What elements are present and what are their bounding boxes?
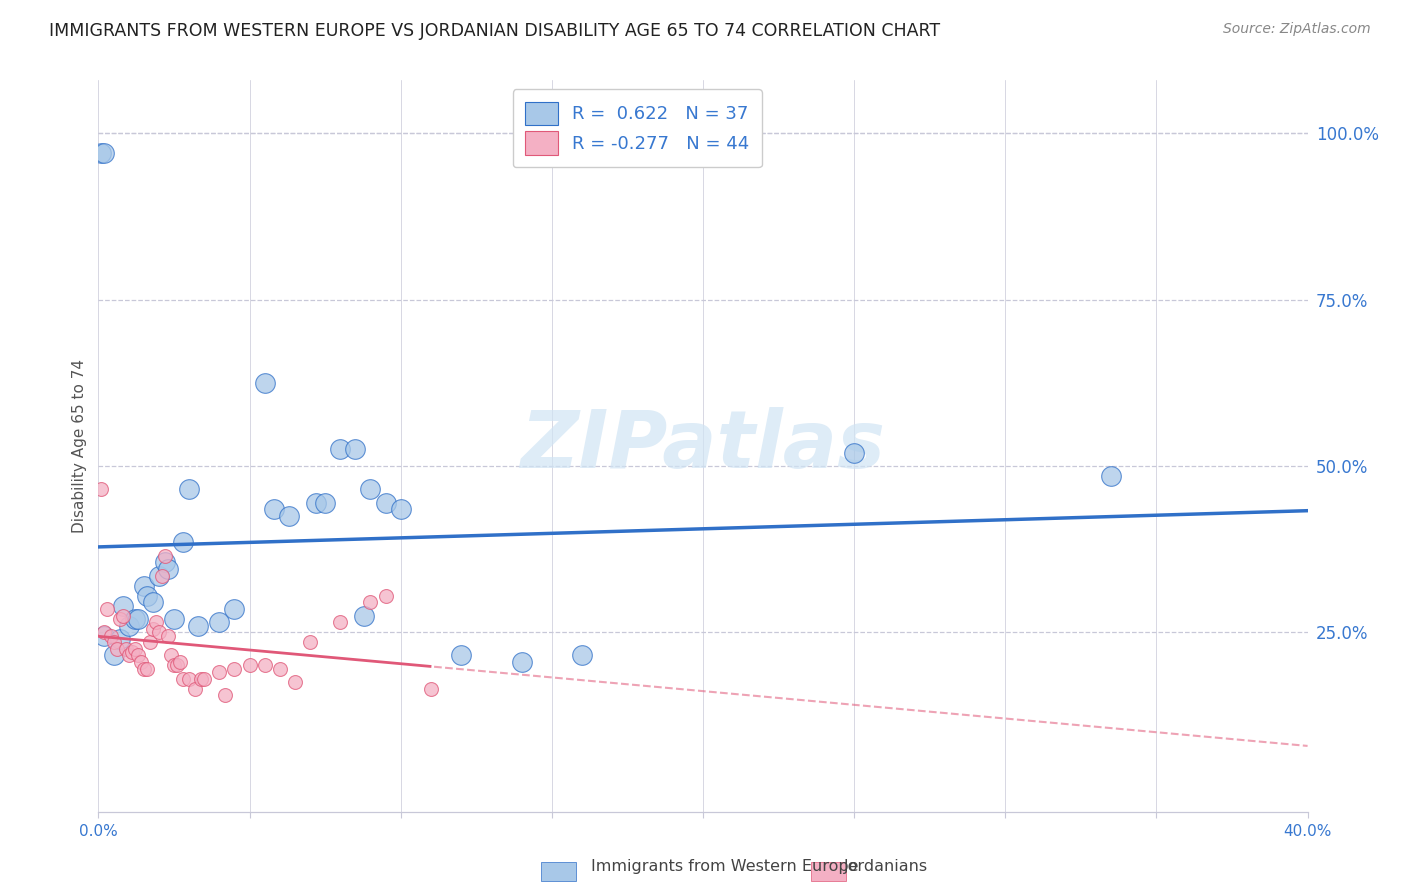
Point <box>284 675 307 690</box>
Point <box>145 615 167 630</box>
Point <box>224 662 246 676</box>
Point <box>150 568 173 582</box>
Point <box>420 681 443 696</box>
Point <box>132 579 155 593</box>
Point <box>127 612 149 626</box>
Point <box>142 595 165 609</box>
Point <box>100 628 122 642</box>
Point <box>111 608 134 623</box>
Point <box>214 689 236 703</box>
Point <box>329 615 352 630</box>
Point <box>208 665 231 679</box>
Point <box>153 549 176 563</box>
Point <box>190 672 212 686</box>
Point <box>108 612 131 626</box>
Point <box>329 442 352 457</box>
Point <box>344 442 367 457</box>
Point <box>360 482 382 496</box>
Point <box>269 662 291 676</box>
Point <box>103 635 125 649</box>
Point <box>148 625 170 640</box>
Point <box>93 625 115 640</box>
Point <box>124 641 146 656</box>
Point <box>179 672 201 686</box>
Y-axis label: Disability Age 65 to 74: Disability Age 65 to 74 <box>72 359 87 533</box>
Point <box>253 376 276 390</box>
Point <box>90 482 112 496</box>
Point <box>208 615 231 630</box>
Point <box>172 535 194 549</box>
Point <box>127 648 149 663</box>
Text: ZIPatlas: ZIPatlas <box>520 407 886 485</box>
Point <box>132 662 155 676</box>
Text: Immigrants from Western Europe: Immigrants from Western Europe <box>591 859 858 874</box>
Point <box>353 608 375 623</box>
Point <box>510 655 533 669</box>
Legend: R =  0.622   N = 37, R = -0.277   N = 44: R = 0.622 N = 37, R = -0.277 N = 44 <box>513 89 762 168</box>
Point <box>263 502 285 516</box>
Point <box>129 655 152 669</box>
Point <box>156 628 179 642</box>
Point <box>239 658 262 673</box>
Point <box>135 589 157 603</box>
Point <box>139 635 162 649</box>
Point <box>389 502 412 516</box>
Point <box>105 641 128 656</box>
Point <box>111 599 134 613</box>
Point <box>96 602 118 616</box>
Point <box>193 672 215 686</box>
Point <box>103 648 125 663</box>
Point <box>124 612 146 626</box>
Point <box>163 658 186 673</box>
Point <box>156 562 179 576</box>
Point <box>305 495 328 509</box>
Point <box>299 635 322 649</box>
Text: Jordanians: Jordanians <box>844 859 928 874</box>
Point <box>450 648 472 663</box>
Point <box>179 482 201 496</box>
Point <box>187 618 209 632</box>
Point <box>571 648 593 663</box>
Point <box>153 555 176 569</box>
Point <box>374 495 396 509</box>
Point <box>277 508 299 523</box>
Point <box>142 622 165 636</box>
Point <box>108 632 131 646</box>
Text: Source: ZipAtlas.com: Source: ZipAtlas.com <box>1223 22 1371 37</box>
Point <box>90 146 112 161</box>
Point <box>118 648 141 663</box>
Point <box>844 445 866 459</box>
Point <box>224 602 246 616</box>
Point <box>172 672 194 686</box>
Point <box>114 641 136 656</box>
Point <box>121 645 143 659</box>
Point <box>135 662 157 676</box>
Point <box>169 655 191 669</box>
Point <box>253 658 276 673</box>
Point <box>1099 469 1122 483</box>
Point <box>93 628 115 642</box>
Point <box>184 681 207 696</box>
Point <box>118 618 141 632</box>
Point <box>166 658 188 673</box>
Point <box>314 495 336 509</box>
Point <box>163 612 186 626</box>
Point <box>160 648 183 663</box>
Point <box>360 595 382 609</box>
Point <box>93 146 115 161</box>
Text: IMMIGRANTS FROM WESTERN EUROPE VS JORDANIAN DISABILITY AGE 65 TO 74 CORRELATION : IMMIGRANTS FROM WESTERN EUROPE VS JORDAN… <box>49 22 941 40</box>
Point <box>148 568 170 582</box>
Point <box>374 589 396 603</box>
